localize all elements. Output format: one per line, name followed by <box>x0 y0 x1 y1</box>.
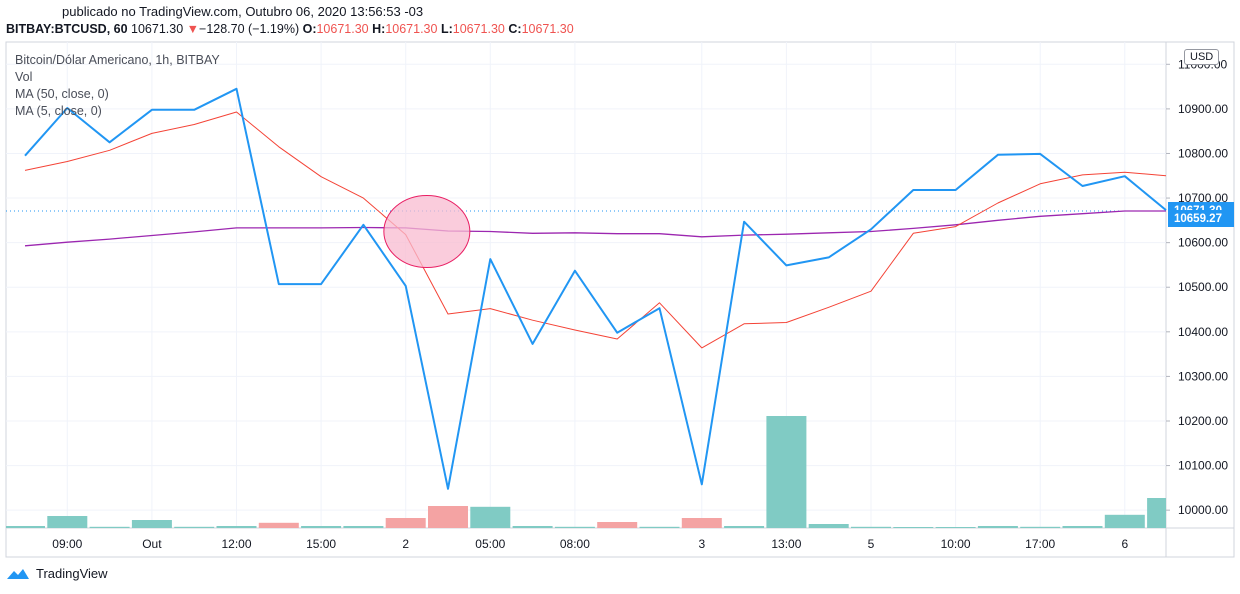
y-tick-label: 10900.00 <box>1178 102 1228 116</box>
volume-bar <box>1062 526 1103 528</box>
x-tick-label: 12:00 <box>221 537 251 551</box>
open-label: O: <box>302 22 317 36</box>
legend-vol[interactable]: Vol <box>15 70 33 84</box>
ma-price-tag: 10659.27 <box>1168 210 1234 228</box>
symbol-info-bar: BITBAY:BTCUSD, 60 10671.30 ▼−128.70 (−1.… <box>6 22 574 36</box>
volume-bar <box>343 526 384 528</box>
low-value: 10671.30 <box>452 22 505 36</box>
low-label: L: <box>440 22 453 36</box>
y-tick-label: 10000.00 <box>1178 503 1228 517</box>
published-caption: publicado no TradingView.com, Outubro 06… <box>62 4 424 19</box>
volume-bar <box>216 526 257 528</box>
highlight-ellipse[interactable] <box>383 194 471 268</box>
y-tick-label: 10500.00 <box>1178 280 1228 294</box>
y-tick-label: 10400.00 <box>1178 325 1228 339</box>
x-tick-label: 5 <box>868 537 875 551</box>
volume-bar <box>1104 514 1145 528</box>
y-tick-label: 10700.00 <box>1178 191 1228 205</box>
price-change: −128.70 (−1.19%) <box>199 22 300 36</box>
volume-bar <box>724 526 765 528</box>
x-tick-label: 10:00 <box>941 537 971 551</box>
volume-bar <box>893 527 934 528</box>
down-arrow-icon: ▼ <box>186 22 200 36</box>
brand-name: TradingView <box>36 566 108 581</box>
volume-bar <box>301 526 342 528</box>
chart-legend: Bitcoin/Dólar Americano, 1h, BITBAY Vol … <box>15 52 220 120</box>
high-value: 10671.30 <box>385 22 438 36</box>
x-tick-label: 3 <box>698 537 705 551</box>
volume-bar <box>977 526 1018 528</box>
volume-bar <box>851 526 891 528</box>
ma50-series-line[interactable] <box>24 210 1166 247</box>
x-tick-label: Out <box>142 537 162 551</box>
x-tick-label: 13:00 <box>771 537 801 551</box>
legend-ma5[interactable]: MA (5, close, 0) <box>15 104 102 118</box>
volume-bar <box>1020 526 1061 528</box>
volume-bar <box>554 526 595 528</box>
x-tick-label: 09:00 <box>52 537 82 551</box>
volume-bar <box>428 506 468 528</box>
currency-unit-button[interactable]: USD <box>1184 49 1220 65</box>
y-tick-label: 10100.00 <box>1178 459 1228 473</box>
volume-bar <box>258 522 299 528</box>
volume-bar <box>6 526 45 528</box>
x-tick-label: 08:00 <box>560 537 590 551</box>
volume-bar <box>597 522 638 528</box>
volume-bar <box>174 526 215 528</box>
volume-bar <box>766 416 807 528</box>
symbol-name[interactable]: BITBAY:BTCUSD, 60 <box>6 22 128 36</box>
ma5-series-line[interactable] <box>24 111 1167 349</box>
volume-bar <box>131 520 172 528</box>
y-tick-label: 10300.00 <box>1178 369 1228 383</box>
open-value: 10671.30 <box>316 22 369 36</box>
price-series-line[interactable] <box>24 87 1167 490</box>
volume-bar <box>89 526 130 528</box>
x-tick-label: 6 <box>1121 537 1128 551</box>
legend-ma50[interactable]: MA (50, close, 0) <box>15 87 109 101</box>
chart-frame <box>5 41 1235 558</box>
high-label: H: <box>372 22 386 36</box>
volume-bar <box>1147 498 1166 528</box>
y-tick-label: 10800.00 <box>1178 146 1228 160</box>
close-label: C: <box>508 22 522 36</box>
x-tick-label: 2 <box>402 537 409 551</box>
x-tick-label: 15:00 <box>306 537 336 551</box>
x-tick-label: 17:00 <box>1025 537 1055 551</box>
volume-bar <box>935 527 976 528</box>
volume-bar <box>681 518 722 528</box>
volume-bar <box>385 518 426 528</box>
x-tick-label: 05:00 <box>475 537 505 551</box>
close-value: 10671.30 <box>521 22 574 36</box>
volume-bar <box>512 526 553 528</box>
last-price: 10671.30 <box>131 22 184 36</box>
y-tick-label: 10600.00 <box>1178 236 1228 250</box>
y-tick-label: 10200.00 <box>1178 414 1228 428</box>
legend-title: Bitcoin/Dólar Americano, 1h, BITBAY <box>15 53 220 67</box>
volume-bar <box>470 506 511 528</box>
volume-bar <box>808 524 849 528</box>
volume-bar <box>639 526 680 528</box>
tradingview-logo-icon <box>7 568 29 579</box>
footer-branding[interactable]: TradingView <box>6 566 108 581</box>
volume-bar <box>47 516 88 528</box>
